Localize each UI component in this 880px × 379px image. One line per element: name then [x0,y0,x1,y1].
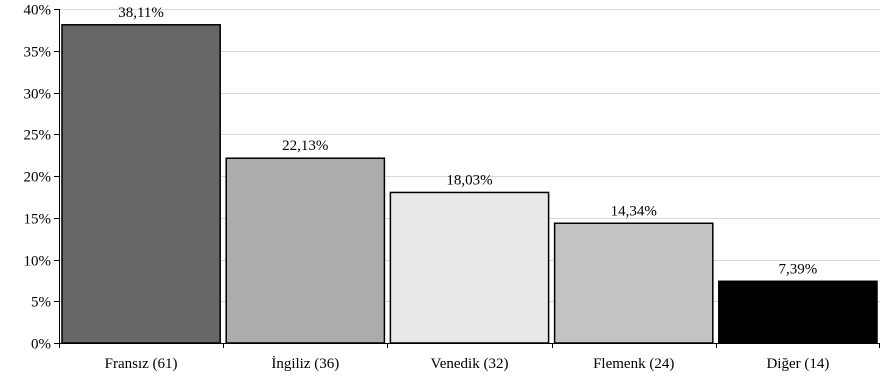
y-tick-label: 5% [31,295,51,311]
bar [718,280,878,344]
data-label: 14,34% [611,203,657,219]
y-tick-label: 20% [24,170,52,186]
axes [54,9,880,348]
y-tick-label: 40% [24,3,52,19]
category-label: Diğer (14) [766,356,829,372]
y-tick-label: 25% [24,128,52,144]
bar [553,222,714,344]
data-label: 22,13% [282,138,328,154]
y-tick-label: 15% [24,212,52,228]
labels: 0% 5% 10% 15% 20% 25% 30% 35% 40% 38,11% Fransız (… [24,3,830,373]
data-label: 18,03% [446,172,492,188]
category-label: İngiliz (36) [271,356,339,372]
bar [61,24,221,344]
data-label: 38,11% [118,5,164,21]
category-label: Flemenk (24) [593,356,674,372]
bars [61,24,878,344]
data-label: 7,39% [779,261,818,277]
y-tick-label: 30% [24,87,52,103]
y-tick-label: 10% [24,254,52,270]
category-label: Fransız (61) [105,356,178,372]
y-tick-label: 35% [24,45,52,61]
category-label: Venedik (32) [431,356,509,372]
bar [225,157,386,344]
y-tick-label: 0% [31,337,51,353]
bar [389,191,550,344]
